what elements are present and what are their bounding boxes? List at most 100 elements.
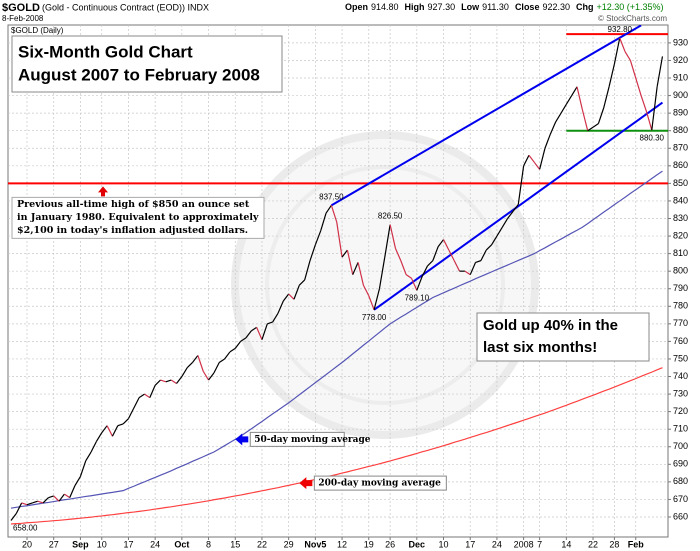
y-tick-label: 770 [673,318,688,328]
price-segment [218,358,225,363]
y-tick-label: 660 [673,511,688,521]
y-tick-label: 870 [673,143,688,153]
price-segment [74,476,81,486]
price-segment [277,300,284,314]
price-segment [336,221,343,258]
price-segment [240,337,247,342]
x-tick-label: Sep [72,539,89,549]
x-tick-label: 8 [206,539,211,549]
y-tick-label: 710 [673,424,688,434]
price-segment [597,107,605,124]
price-segment [117,423,124,427]
price-segment [496,226,503,237]
price-segment [288,293,295,300]
ma-label: 50-day moving average [254,435,371,445]
x-tick-label: 24 [492,539,502,549]
price-segment [613,37,621,65]
y-tick-label: 820 [673,230,688,240]
x-tick-label: 15 [230,539,240,549]
price-segment [608,63,615,87]
price-segment [576,86,583,110]
price-segment [197,355,204,372]
price-segment [416,276,423,291]
quote-label: Open [345,2,368,12]
quote-value: +12.30 (+1.35%) [596,2,663,12]
price-segment [224,351,231,360]
price-segment [378,257,386,289]
price-segment [21,502,28,506]
symbol: $GOLD [2,2,40,14]
y-tick-label: 690 [673,459,688,469]
price-segment [565,95,573,105]
price-segment [64,493,71,499]
y-tick-label: 900 [673,90,688,100]
x-tick-label: 12 [337,539,347,549]
price-segment [629,60,637,79]
price-segment [26,502,33,506]
price-segment [373,288,381,310]
price-segment [405,274,412,279]
y-tick-label: 810 [673,248,688,258]
description: (Gold - Continuous Contract (EOD)) INDX [42,2,209,12]
y-tick-label: 670 [673,494,688,504]
price-segment [394,248,402,261]
ma-label-box [313,475,447,491]
quote-label: Low [461,2,480,12]
callout-box [476,312,650,362]
price-segment [442,239,450,251]
y-tick-label: 750 [673,353,688,363]
price-segment [480,249,487,261]
price-segment [165,379,172,383]
ma-arrow [235,433,249,446]
price-segment [48,495,54,499]
x-tick-label: Dec [409,539,426,549]
date: 8-Feb-2008 [2,14,44,23]
price-segment [517,165,525,205]
price-segment [656,56,664,87]
source: © StockCharts.com [598,14,667,23]
price-segment [330,205,338,223]
callout-line: last six months! [483,339,597,356]
price-segment [352,262,359,275]
x-tick-label: 20 [22,539,32,549]
trend-line [330,25,642,207]
value-label: 658.00 [13,524,38,533]
note-line: $2,100 in today's inflation adjusted dol… [17,225,248,236]
y-tick-label: 880 [673,125,688,135]
price-segment [549,121,557,135]
price-segment [357,262,365,286]
y-tick-label: 920 [673,55,688,65]
value-label: 826.50 [378,212,403,221]
y-tick-label: 850 [673,178,688,188]
y-tick-label: 720 [673,406,688,416]
value-label: 789.10 [405,293,430,302]
price-segment [645,111,653,131]
price-segment [603,86,610,109]
price-segment [555,112,562,123]
legend-entry: $GOLD (Daily) [11,26,64,35]
x-tick-label: 26 [385,539,395,549]
price-segment [581,109,589,131]
quote-value: 927.30 [428,2,456,12]
chart-subtitle: August 2007 to February 2008 [18,65,260,84]
price-segment [58,493,65,502]
ma-label-box [249,431,345,447]
price-segment [213,362,220,374]
x-tick-label: Oct [174,539,189,549]
price-segment [592,123,599,128]
note-line: Previous all-time high of $850 an ounce … [17,199,250,210]
watermark [231,131,539,439]
callout-line: Gold up 40% in the [483,317,618,334]
y-tick-label: 680 [673,476,688,486]
y-tick-label: 790 [673,283,688,293]
y-tick-label: 830 [673,213,688,223]
price-segment [192,355,199,363]
price-segment [32,500,38,504]
x-tick-label: 27 [49,539,59,549]
price-segment [149,385,156,398]
note-box [11,196,265,239]
moving-average [10,367,663,525]
price-segment [325,204,332,214]
price-segment [256,327,263,340]
